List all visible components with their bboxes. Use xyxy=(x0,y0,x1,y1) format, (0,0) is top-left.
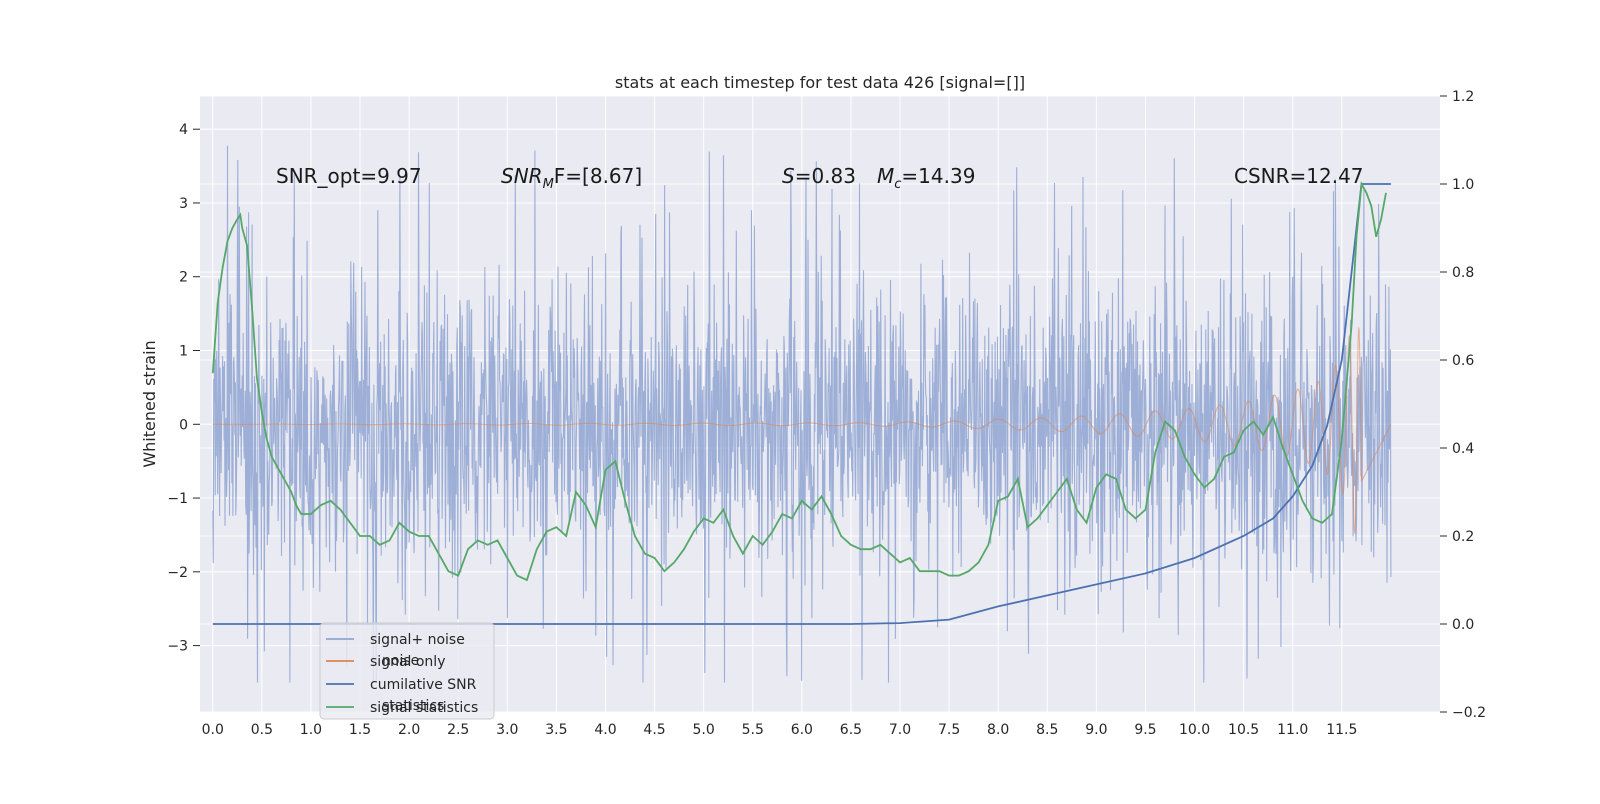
x-tick-label: 1.0 xyxy=(300,722,322,738)
y-axis-label: Whitened strain xyxy=(140,340,159,467)
x-tick-label: 2.0 xyxy=(398,722,420,738)
y-right-tick-label: 0.6 xyxy=(1452,353,1474,369)
series-signal-plus-noise xyxy=(212,145,1392,683)
annotation-mc: Mc=14.39 xyxy=(877,164,975,192)
series-signal-statistics xyxy=(211,181,1387,582)
x-tick-label: 10.5 xyxy=(1228,722,1259,738)
axes: 0.0 0.5 1.0 1.5 2.0 2.5 3.0 3.5 4.0 4.5 5.0 5.5 6.0 6… xyxy=(167,89,1486,738)
legend-label-signal-plus-noise: signal+ noise xyxy=(370,632,465,648)
x-tick-label: 9.0 xyxy=(1085,722,1107,738)
y-tick-label: −1 xyxy=(167,491,188,507)
x-tick-label: 6.0 xyxy=(791,722,813,738)
annotation-mc-main: M xyxy=(877,164,894,188)
y-tick-label: 4 xyxy=(179,122,188,138)
annotation-snr-mf: SNRMF=[8.67] xyxy=(501,164,642,192)
annotation-mc-sub: c xyxy=(894,177,901,192)
y-tick-label: −3 xyxy=(167,639,188,655)
x-tick-label: 5.5 xyxy=(742,722,764,738)
series-signal-only xyxy=(212,327,1392,534)
legend-label-signal-statistics: signal statistics xyxy=(370,700,478,716)
x-tick-label: 2.5 xyxy=(447,722,469,738)
x-tick-label: 11.0 xyxy=(1277,722,1308,738)
y-tick-label: 0 xyxy=(179,417,188,433)
annotation-csnr: CSNR=12.47 xyxy=(1234,164,1364,188)
y-tick-label: 2 xyxy=(179,270,188,286)
legend-ghost-statistics: statistics xyxy=(382,698,444,714)
x-tick-label: 4.5 xyxy=(643,722,665,738)
annotation-snr-opt: SNR_opt=9.97 xyxy=(276,164,422,188)
legend: noise statistics signal+ noise signal on… xyxy=(319,622,495,720)
y-right-tick-label: 0.8 xyxy=(1452,265,1474,281)
annotation-s: S=0.83 xyxy=(782,164,856,188)
y-right-tick-label: 0.0 xyxy=(1452,617,1474,633)
x-tick-label: 5.0 xyxy=(693,722,715,738)
annotation-snr-mf-sub: M xyxy=(543,177,554,192)
series-cumilative-snr xyxy=(212,183,1391,625)
y-right-tick-label: 0.2 xyxy=(1452,529,1474,545)
legend-ghost-noise: noise xyxy=(382,653,419,669)
legend-frame xyxy=(319,622,495,720)
x-tick-label: 0.5 xyxy=(251,722,273,738)
x-tick-label: 6.5 xyxy=(840,722,862,738)
y-right-tick-label: 1.2 xyxy=(1452,89,1474,105)
annotation-s-main: S xyxy=(782,164,795,188)
y-tick-label: 1 xyxy=(179,344,188,360)
y-right-tick-label: 0.4 xyxy=(1452,441,1474,457)
legend-label-signal-only: signal only xyxy=(370,654,445,670)
legend-label-cumilative-snr: cumilative SNR xyxy=(370,677,477,693)
x-tick-label: 7.0 xyxy=(889,722,911,738)
annotation-snr-mf-rest: F=[8.67] xyxy=(554,164,642,188)
x-tick-label: 10.0 xyxy=(1179,722,1210,738)
x-tick-label: 4.0 xyxy=(594,722,616,738)
annotation-snr-mf-main: SNR xyxy=(501,164,543,188)
x-tick-label: 8.5 xyxy=(1036,722,1058,738)
x-tick-label: 0.0 xyxy=(202,722,224,738)
x-tick-label: 9.5 xyxy=(1134,722,1156,738)
series-layer xyxy=(211,145,1392,683)
x-tick-label: 8.0 xyxy=(987,722,1009,738)
x-tick-label: 3.0 xyxy=(496,722,518,738)
x-tick-label: 11.5 xyxy=(1326,722,1357,738)
annotation-s-rest: =0.83 xyxy=(795,164,856,188)
y-right-tick-label: −0.2 xyxy=(1452,705,1486,721)
y-tick-label: 3 xyxy=(179,196,188,212)
y-right-tick-label: 1.0 xyxy=(1452,177,1474,193)
chart-title: stats at each timestep for test data 426… xyxy=(615,73,1025,92)
x-tick-label: 7.5 xyxy=(938,722,960,738)
x-tick-label: 3.5 xyxy=(545,722,567,738)
annotation-mc-rest: =14.39 xyxy=(901,164,975,188)
y-tick-label: −2 xyxy=(167,565,188,581)
x-tick-label: 1.5 xyxy=(349,722,371,738)
